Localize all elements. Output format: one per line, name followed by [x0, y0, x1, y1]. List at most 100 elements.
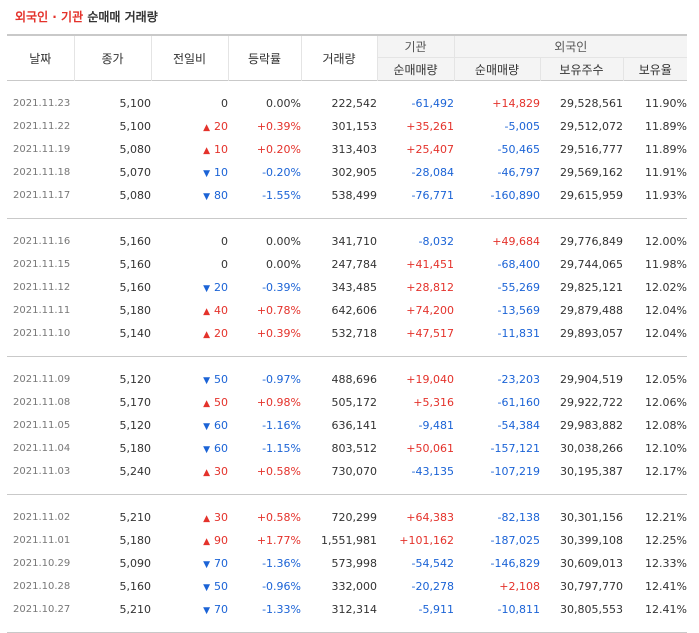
table-row: 2021.10.27 5,210 ▼ 70 -1.33% 312,314 -5,911 -10…: [7, 598, 687, 621]
cell-close: 5,210: [119, 603, 152, 616]
cell-close: 5,160: [119, 235, 152, 248]
cell-foreign-net: -50,465: [497, 143, 540, 156]
cell-ratio: 12.25%: [645, 534, 687, 547]
cell-date: 2021.10.28: [13, 581, 71, 592]
cell-ratio: 11.93%: [645, 189, 687, 202]
cell-volume: 312,314: [331, 603, 378, 616]
cell-foreign-net: -61,160: [497, 396, 540, 409]
cell-foreign-net: -11,831: [497, 327, 540, 340]
table-row: 2021.11.01 5,180 ▲ 90 +1.77% 1,551,981 +101,16…: [7, 529, 687, 552]
cell-rate: -0.39%: [262, 281, 301, 294]
cell-change: ▼ 10: [151, 161, 228, 184]
cell-date: 2021.11.05: [13, 420, 71, 431]
down-arrow-icon: ▼: [203, 376, 210, 386]
title-suffix: 순매매 거래량: [83, 10, 158, 24]
up-arrow-icon: ▲: [203, 468, 210, 478]
header-change: 전일비: [151, 35, 229, 81]
cell-close: 5,180: [119, 304, 152, 317]
cell-change-value: 60: [214, 419, 228, 432]
cell-ratio: 12.02%: [645, 281, 687, 294]
up-arrow-icon: ▲: [203, 399, 210, 409]
cell-rate: +0.98%: [256, 396, 301, 409]
down-arrow-icon: ▼: [203, 192, 210, 202]
cell-change-value: 0: [221, 235, 228, 248]
cell-change-value: 20: [214, 327, 228, 340]
table-row: 2021.11.19 5,080 ▲ 10 +0.20% 313,403 +25,407 -5…: [7, 138, 687, 161]
cell-date: 2021.11.09: [13, 374, 71, 385]
cell-date: 2021.11.11: [13, 305, 71, 316]
cell-ratio: 12.21%: [645, 511, 687, 524]
cell-foreign-net: +2,108: [499, 580, 540, 593]
cell-foreign-net: -107,219: [490, 465, 540, 478]
cell-ratio: 11.89%: [645, 120, 687, 133]
cell-rate: +0.58%: [256, 511, 301, 524]
cell-change: ▲ 40: [151, 299, 228, 322]
cell-change: ▲ 30: [151, 460, 228, 483]
cell-inst-net: +47,517: [406, 327, 454, 340]
cell-date: 2021.11.23: [13, 98, 71, 109]
cell-volume: 302,905: [331, 166, 378, 179]
cell-date: 2021.11.03: [13, 466, 71, 477]
cell-ratio: 12.04%: [645, 304, 687, 317]
cell-rate: +0.20%: [256, 143, 301, 156]
cell-holdings: 29,744,065: [560, 258, 623, 271]
cell-change-value: 50: [214, 373, 228, 386]
cell-ratio: 12.05%: [645, 373, 687, 386]
cell-change: ▼ 50: [151, 368, 228, 391]
cell-volume: 720,299: [331, 511, 378, 524]
up-arrow-icon: ▲: [203, 146, 210, 156]
cell-volume: 341,710: [331, 235, 378, 248]
header-foreign: 외국인: [454, 35, 687, 58]
cell-holdings: 29,516,777: [560, 143, 623, 156]
cell-ratio: 12.33%: [645, 557, 687, 570]
up-arrow-icon: ▲: [203, 123, 210, 133]
cell-inst-net: -28,084: [411, 166, 454, 179]
cell-change: ▲ 50: [151, 391, 228, 414]
cell-volume: 803,512: [331, 442, 378, 455]
table-row: 2021.11.02 5,210 ▲ 30 +0.58% 720,299 +64,383 -8…: [7, 506, 687, 529]
cell-inst-net: +74,200: [406, 304, 454, 317]
cell-rate: -1.15%: [262, 442, 301, 455]
cell-change-value: 20: [214, 120, 228, 133]
cell-volume: 488,696: [331, 373, 378, 386]
table-row: 2021.11.08 5,170 ▲ 50 +0.98% 505,172 +5,316 -61…: [7, 391, 687, 414]
cell-inst-net: +25,407: [406, 143, 454, 156]
table-row: 2021.11.23 5,100 0 0.00% 222,542 -61,492 +14,8…: [7, 92, 687, 115]
table-row: 2021.10.28 5,160 ▼ 50 -0.96% 332,000 -20,278 +2…: [7, 575, 687, 598]
cell-rate: +0.39%: [256, 327, 301, 340]
cell-foreign-net: -55,269: [497, 281, 540, 294]
cell-date: 2021.11.02: [13, 512, 71, 523]
cell-change-value: 70: [214, 603, 228, 616]
cell-date: 2021.11.04: [13, 443, 71, 454]
cell-rate: -1.33%: [262, 603, 301, 616]
cell-change-value: 10: [214, 166, 228, 179]
cell-rate: -0.96%: [262, 580, 301, 593]
title-institution: 기관: [61, 10, 84, 24]
cell-date: 2021.11.19: [13, 144, 71, 155]
cell-close: 5,070: [119, 166, 152, 179]
cell-foreign-net: +49,684: [492, 235, 540, 248]
cell-holdings: 29,615,959: [560, 189, 623, 202]
cell-close: 5,240: [119, 465, 152, 478]
cell-inst-net: -61,492: [411, 97, 454, 110]
cell-inst-net: +5,316: [413, 396, 454, 409]
cell-change: ▲ 20: [151, 115, 228, 138]
table-row: 2021.11.05 5,120 ▼ 60 -1.16% 636,141 -9,481 -54…: [7, 414, 687, 437]
cell-close: 5,100: [119, 97, 152, 110]
cell-foreign-net: -68,400: [497, 258, 540, 271]
cell-foreign-net: -157,121: [490, 442, 540, 455]
cell-inst-net: -54,542: [411, 557, 454, 570]
cell-inst-net: +19,040: [406, 373, 454, 386]
cell-change: ▼ 80: [151, 184, 228, 207]
cell-close: 5,160: [119, 580, 152, 593]
cell-rate: +0.78%: [256, 304, 301, 317]
cell-volume: 222,542: [331, 97, 378, 110]
cell-inst-net: -76,771: [411, 189, 454, 202]
cell-holdings: 30,399,108: [560, 534, 623, 547]
cell-foreign-net: -160,890: [490, 189, 540, 202]
cell-holdings: 30,195,387: [560, 465, 623, 478]
table-row: 2021.11.17 5,080 ▼ 80 -1.55% 538,499 -76,771 -1…: [7, 184, 687, 207]
down-arrow-icon: ▼: [203, 169, 210, 179]
table-row: 2021.11.12 5,160 ▼ 20 -0.39% 343,485 +28,812 -5…: [7, 276, 687, 299]
header-foreign-net: 순매매량: [454, 57, 541, 81]
